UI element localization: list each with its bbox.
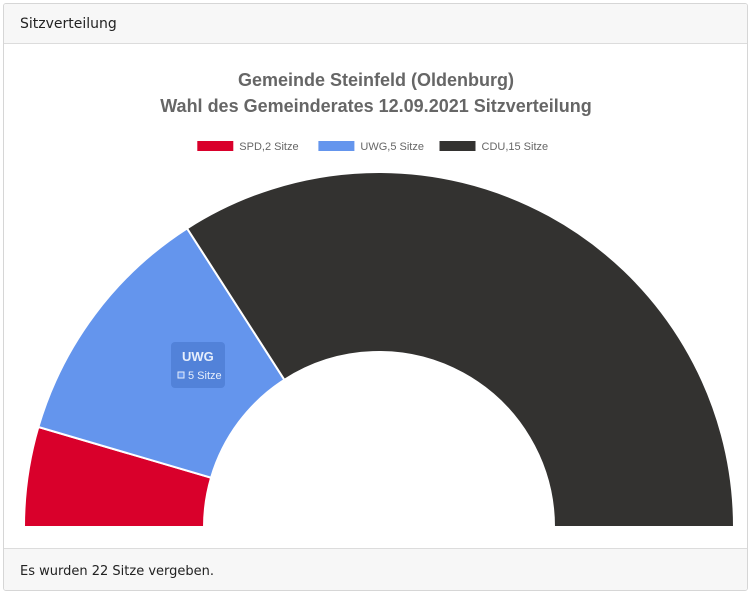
slice-uwg[interactable] (37, 226, 286, 479)
legend-label-uwg[interactable]: UWG,5 Sitze (360, 141, 424, 153)
chart-card: Sitzverteilung Gemeinde Steinfeld (Olden… (3, 3, 748, 591)
tooltip-value: 5 Sitze (188, 370, 222, 382)
card-footer: Es wurden 22 Sitze vergeben. (4, 548, 747, 590)
chart-title-line-1: Gemeinde Steinfeld (Oldenburg) (238, 70, 514, 90)
chart-title-line-2: Wahl des Gemeinderates 12.09.2021 Sitzve… (160, 96, 592, 116)
card-title: Sitzverteilung (20, 16, 117, 32)
legend-label-spd[interactable]: SPD,2 Sitze (239, 141, 298, 153)
chart-area: Gemeinde Steinfeld (Oldenburg) Wahl des … (4, 44, 747, 550)
chart-tooltip: UWG 5 Sitze (171, 342, 225, 388)
legend-label-cdu[interactable]: CDU,15 Sitze (482, 141, 549, 153)
legend-swatch-spd[interactable] (197, 141, 234, 151)
tooltip-swatch (177, 371, 185, 379)
legend-swatch-uwg[interactable] (318, 141, 355, 151)
chart-slices (22, 171, 736, 528)
tooltip-title: UWG (182, 349, 214, 364)
chart-legend: SPD,2 Sitze UWG,5 Sitze CDU,15 Sitze (197, 141, 548, 153)
legend-swatch-cdu[interactable] (439, 141, 476, 151)
seat-distribution-chart: Gemeinde Steinfeld (Oldenburg) Wahl des … (22, 70, 736, 528)
slice-cdu[interactable] (185, 171, 736, 528)
seat-summary: Es wurden 22 Sitze vergeben. (20, 564, 214, 579)
card-header: Sitzverteilung (4, 4, 747, 44)
